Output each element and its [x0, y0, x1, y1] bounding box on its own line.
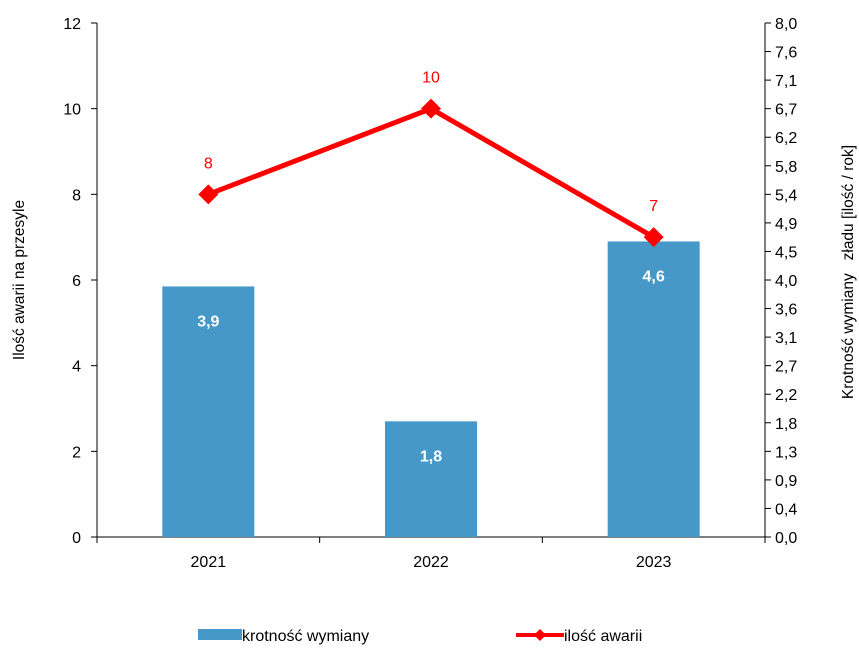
- line-data-label: 8: [204, 155, 213, 172]
- right-tick-label: 0,0: [775, 530, 797, 547]
- left-tick-label: 0: [72, 530, 81, 547]
- right-tick-label: 4,5: [775, 244, 797, 261]
- right-tick-label: 6,2: [775, 130, 797, 147]
- right-tick-label: 0,4: [775, 501, 797, 518]
- right-tick-label: 4,0: [775, 273, 797, 290]
- line-data-label: 10: [422, 70, 440, 87]
- bar: [385, 421, 477, 537]
- right-tick-label: 1,8: [775, 416, 797, 433]
- left-axis-title: Ilość awarii na przesyle: [11, 200, 28, 360]
- bar-data-label: 1,8: [420, 448, 442, 465]
- right-tick-label: 6,7: [775, 102, 797, 119]
- right-tick-label: 2,2: [775, 387, 797, 404]
- line-series: [198, 98, 664, 248]
- bars: [162, 241, 700, 537]
- bar-data-label: 3,9: [197, 313, 219, 330]
- legend-bar-swatch: [198, 629, 242, 640]
- right-tick-label: 7,1: [775, 73, 797, 90]
- line-marker: [198, 184, 219, 205]
- right-tick-label: 3,6: [775, 302, 797, 319]
- data-labels: 3,9 1,8 4,6 8 10 7: [197, 70, 665, 466]
- right-tick-label: 1,3: [775, 444, 797, 461]
- right-axis-title: Krotność wymiany zładu [ilość / rok]: [840, 145, 857, 399]
- x-tick-label: 2022: [413, 554, 449, 571]
- left-tick-label: 8: [72, 187, 81, 204]
- left-tick-label: 2: [72, 444, 81, 461]
- bar-data-label: 4,6: [643, 268, 665, 285]
- line-path: [207, 105, 655, 240]
- legend-line-marker: [534, 629, 546, 641]
- x-tick-label: 2023: [636, 554, 672, 571]
- legend: krotność wymiany ilość awarii: [198, 628, 642, 645]
- left-tick-label: 10: [63, 102, 81, 119]
- legend-line-label: ilość awarii: [564, 628, 642, 645]
- right-tick-label: 2,7: [775, 359, 797, 376]
- right-tick-label: 7,6: [775, 45, 797, 62]
- line-data-label: 7: [649, 198, 658, 215]
- left-tick-label: 12: [63, 16, 81, 33]
- right-tick-label: 5,4: [775, 187, 797, 204]
- bar: [607, 241, 700, 537]
- left-tick-label: 4: [72, 359, 81, 376]
- right-tick-label: 4,9: [775, 216, 797, 233]
- line-marker: [643, 227, 664, 248]
- legend-bar-label: krotność wymiany: [242, 628, 369, 645]
- right-tick-label: 5,8: [775, 159, 797, 176]
- right-tick-label: 8,0: [775, 16, 797, 33]
- left-tick-label: 6: [72, 273, 81, 290]
- right-tick-label: 3,1: [775, 330, 797, 347]
- bar: [162, 286, 255, 537]
- line-marker: [421, 98, 441, 119]
- x-tick-label: 2021: [191, 554, 227, 571]
- axes: 0 2 4 6 8 10 12 0,0 0,4 0,9 1,3 1,8 2,2 2,7 3,1 3,6 4,0 4…: [63, 16, 797, 571]
- right-tick-label: 0,9: [775, 473, 797, 490]
